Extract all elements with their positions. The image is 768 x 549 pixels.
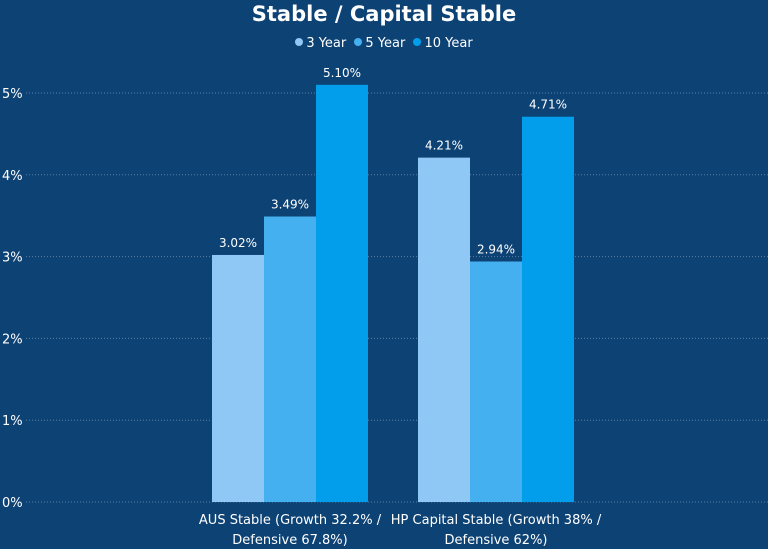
legend-label: 10 Year [424, 36, 473, 51]
y-tick-label: 1% [2, 414, 23, 429]
legend: 3 Year 5 Year 10 Year [0, 36, 768, 51]
bar-3-year [418, 157, 470, 502]
legend-dot-icon [413, 38, 422, 46]
y-tick-label: 4% [2, 169, 23, 184]
legend-dot-icon [354, 38, 363, 46]
y-tick-label: 0% [2, 496, 23, 511]
data-label: 3.49% [271, 198, 309, 212]
bar-3-year [212, 254, 264, 502]
x-tick-label: Defensive 62%) [445, 533, 548, 548]
bar-5-year [264, 216, 316, 502]
bar-5-year [470, 261, 522, 502]
data-label: 4.21% [425, 139, 463, 153]
y-tick-label: 3% [2, 251, 23, 266]
data-label: 5.10% [323, 66, 361, 80]
legend-item-3-year[interactable]: 3 Year [295, 36, 346, 51]
legend-item-5-year[interactable]: 5 Year [354, 36, 405, 51]
y-tick-label: 5% [2, 87, 23, 102]
legend-item-10-year[interactable]: 10 Year [413, 36, 473, 51]
chart-title: Stable / Capital Stable [251, 2, 517, 26]
x-tick-label: Defensive 67.8%) [232, 533, 347, 548]
bar-10-year [522, 116, 574, 503]
data-label: 2.94% [477, 243, 515, 257]
legend-label: 3 Year [306, 36, 347, 51]
legend-dot-icon [295, 38, 304, 46]
x-tick-label: HP Capital Stable (Growth 38% / [391, 513, 602, 528]
bar-10-year [316, 84, 368, 502]
y-tick-label: 2% [2, 332, 23, 347]
legend-label: 5 Year [365, 36, 406, 51]
x-tick-label: AUS Stable (Growth 32.2% / [199, 513, 382, 528]
data-label: 3.02% [219, 236, 257, 250]
data-label: 4.71% [529, 98, 567, 112]
